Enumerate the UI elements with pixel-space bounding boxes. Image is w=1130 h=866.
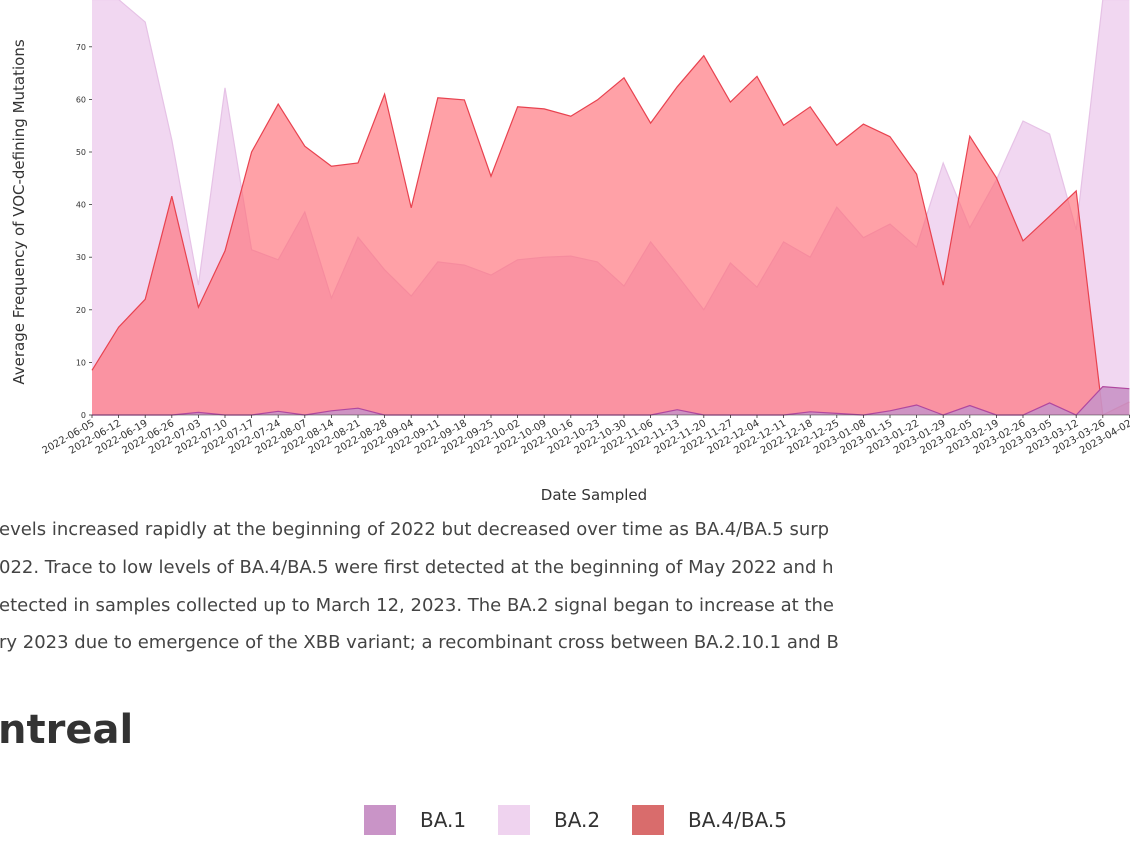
legend-swatch <box>364 805 396 835</box>
y-tick-label: 0 <box>81 411 86 420</box>
y-axis-label: Average Frequency of VOC-defining Mutati… <box>10 39 28 384</box>
y-tick-label: 70 <box>76 43 86 52</box>
y-tick-label: 50 <box>76 148 86 157</box>
paragraph-line: etected in samples collected up to March… <box>0 595 834 616</box>
y-tick-label: 40 <box>76 201 86 210</box>
legend-swatch <box>498 805 530 835</box>
area-line <box>91 54 1130 416</box>
paragraph-line: evels increased rapidly at the beginning… <box>0 519 829 540</box>
paragraph-line: 022. Trace to low levels of BA.4/BA.5 we… <box>0 557 834 578</box>
y-tick-label: 20 <box>76 306 86 315</box>
y-tick-label: 10 <box>76 358 86 367</box>
legend-label: BA.1 <box>420 808 466 832</box>
y-tick-label: 60 <box>76 95 86 104</box>
legend-label: BA.2 <box>554 808 600 832</box>
area <box>92 55 1130 415</box>
x-axis-label: Date Sampled <box>541 486 647 504</box>
legend-label: BA.4/BA.5 <box>688 808 787 832</box>
section-heading: ntreal <box>0 707 133 753</box>
legend-swatch <box>632 805 664 835</box>
paragraph-line: ry 2023 due to emergence of the XBB vari… <box>0 632 839 653</box>
y-tick-label: 30 <box>76 253 86 262</box>
